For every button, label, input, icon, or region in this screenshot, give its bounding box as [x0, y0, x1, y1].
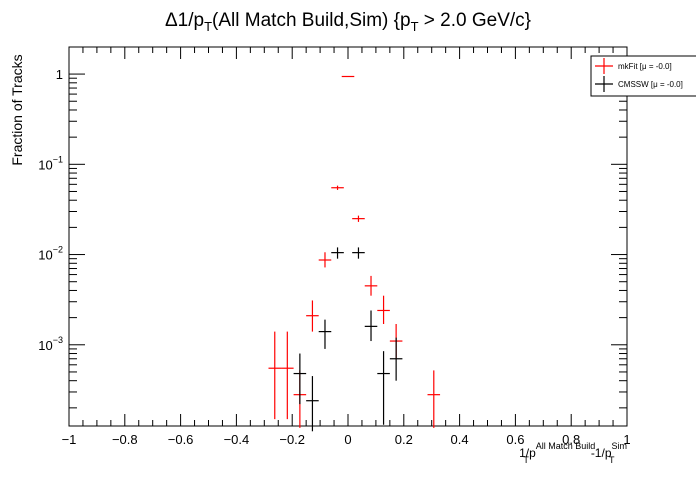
legend: mkFit [μ = -0.0] CMSSW [μ = -0.0] [590, 55, 696, 97]
data-point [377, 351, 390, 425]
y-axis-label: Fraction of Tracks [9, 54, 25, 165]
series-1 [293, 247, 403, 432]
series-layer [268, 75, 441, 432]
y-tick-label: 10−1 [38, 154, 63, 172]
data-point [281, 331, 294, 420]
data-point [427, 370, 441, 428]
y-tick-label: 10−2 [38, 245, 63, 263]
x-tick-label: −0.4 [224, 432, 250, 447]
x-tick-label: 0.4 [451, 432, 469, 447]
x-tick-label: 0 [344, 432, 351, 447]
data-point [389, 337, 403, 381]
x-label-superscript: Sim [612, 441, 628, 451]
x-label-text: -1/p [591, 446, 612, 460]
data-point [293, 353, 307, 405]
x-tick-label: −0.2 [279, 432, 305, 447]
title-text: Δ1/p [165, 10, 204, 31]
data-point [341, 75, 355, 78]
x-label-text: 1/p [519, 446, 536, 460]
data-point [364, 275, 378, 296]
x-axis-label: 1/pAll Match Build T -1/pSim T [519, 441, 627, 465]
data-point [352, 247, 365, 259]
y-tick-base: 10 [38, 248, 52, 263]
x-label-superscript: All Match Build [536, 441, 596, 451]
data-point [318, 319, 332, 349]
title-text: > 2.0 GeV/c} [419, 10, 532, 31]
data-point [331, 185, 344, 190]
title-text: (All Match Build,Sim) {p [212, 10, 411, 31]
series-0 [268, 75, 441, 428]
x-tick-label: 0.6 [506, 432, 524, 447]
data-point [318, 252, 332, 268]
y-tick-base: 10 [38, 338, 52, 353]
data-point [268, 331, 282, 420]
plot-frame [68, 46, 628, 427]
data-point [377, 295, 390, 324]
y-tick-label: 10−3 [38, 335, 63, 353]
y-tick-base: 10 [38, 157, 52, 172]
y-tick-exponent: −3 [53, 335, 63, 345]
legend-label: mkFit [μ = -0.0] [618, 62, 672, 71]
data-point [306, 300, 319, 332]
title-subscript: T [204, 19, 212, 34]
x-tick-label: 1 [623, 432, 630, 447]
legend-entry: CMSSW [μ = -0.0] [595, 76, 683, 92]
data-point [331, 247, 344, 259]
x-tick-label: 0.8 [562, 432, 580, 447]
x-tick-label: −1 [62, 432, 77, 447]
legend-entry: mkFit [μ = -0.0] [595, 58, 672, 74]
x-axis-ticks: −1 −0.8 −0.6 −0.4 −0.2 0 0.2 0.4 0.6 0.8 1 [62, 47, 631, 447]
legend-box [590, 55, 696, 97]
chart-title: Δ1/pT(All Match Build,Sim) {pT > 2.0 GeV… [165, 10, 531, 34]
y-tick-label: 1 [56, 67, 63, 82]
x-tick-label: 0.2 [395, 432, 413, 447]
data-point [364, 310, 378, 342]
x-tick-label: −0.8 [112, 432, 138, 447]
title-subscript: T [411, 19, 419, 34]
y-tick-exponent: −1 [53, 154, 63, 164]
data-point [306, 376, 319, 432]
data-point [352, 215, 365, 222]
y-axis-ticks: 110−110−210−3 [38, 67, 627, 409]
y-tick-exponent: −2 [53, 245, 63, 255]
x-label-subscript: T [523, 455, 529, 465]
legend-label: CMSSW [μ = -0.0] [618, 80, 683, 89]
x-label-subscript: T [609, 455, 615, 465]
x-tick-label: −0.6 [168, 432, 194, 447]
y-tick-base: 1 [56, 67, 63, 82]
